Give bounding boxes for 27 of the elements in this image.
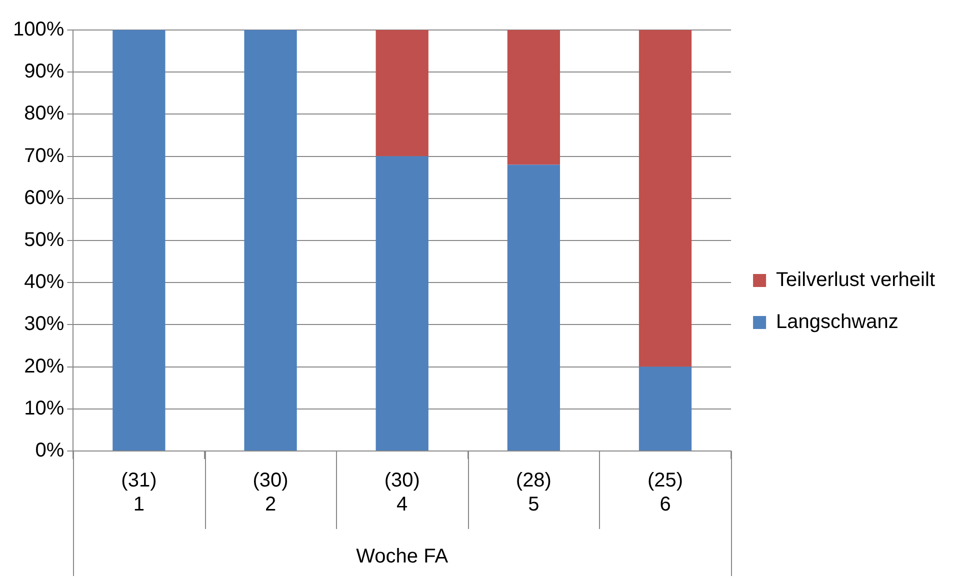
legend-label: Teilverlust verheilt [776,269,936,292]
x-tick-label: (30) 4 [384,470,420,516]
y-tick-label: 60% [24,186,64,209]
y-tick-label: 40% [24,271,64,294]
x-tick-label: (25) 6 [647,470,684,516]
bar [244,30,297,450]
y-tick-label: 0% [35,440,64,462]
y-tick-label: 30% [24,313,64,336]
bar [507,30,560,165]
bar [112,30,166,450]
bar [638,30,692,367]
bar [638,366,692,450]
y-tick-label: 20% [24,355,64,378]
x-tick-label: (30) 2 [252,470,288,516]
bar [507,164,560,450]
y-tick-label: 100% [12,18,64,41]
bar [376,156,428,450]
y-tick-label: 50% [24,229,64,252]
y-tick-label: 90% [24,60,64,83]
y-tick-label: 70% [24,144,64,167]
x-axis-title: Woche FA [356,546,449,568]
legend-label: Langschwanz [776,311,898,334]
y-tick-label: 80% [24,102,64,125]
x-tick-label: (31) 1 [121,470,157,516]
y-tick-label: 10% [24,397,64,420]
x-tick-label: (28) 5 [516,470,552,516]
bar [376,30,428,156]
